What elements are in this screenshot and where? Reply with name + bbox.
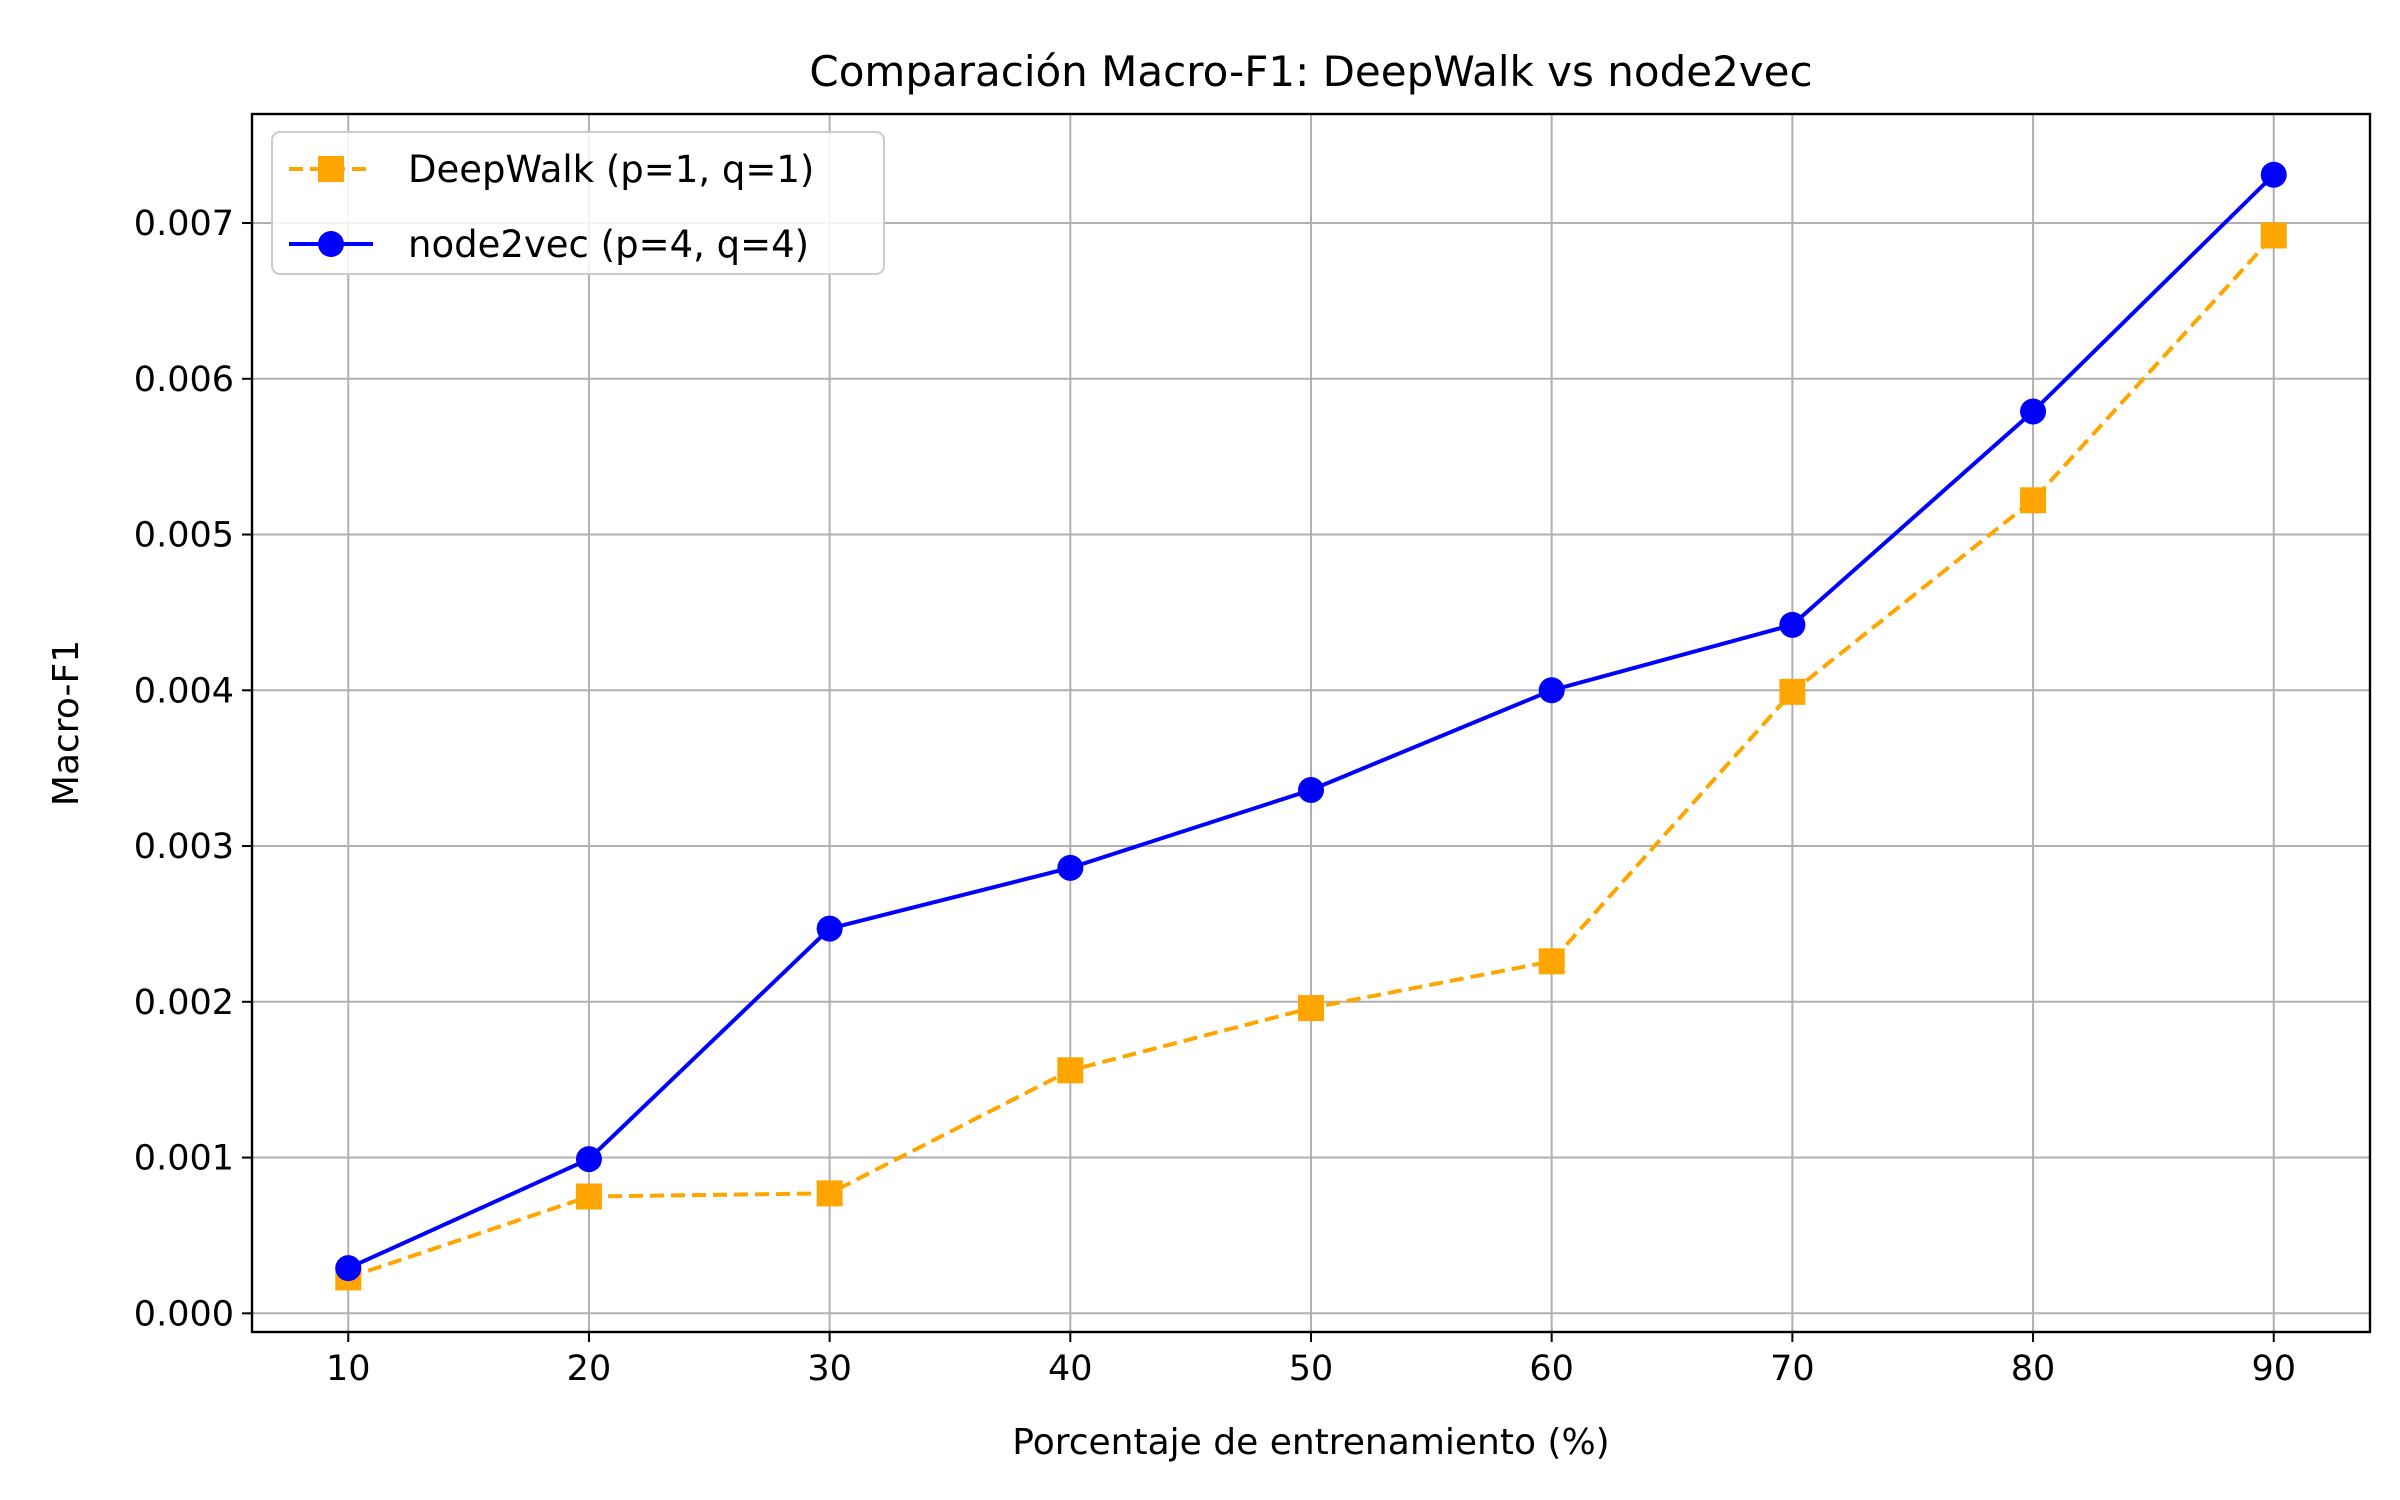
- data-point-circle: [2020, 398, 2047, 425]
- data-point-circle: [575, 1146, 602, 1173]
- data-point-square: [2020, 487, 2047, 514]
- y-tick-label: 0.004: [134, 671, 234, 711]
- x-tick-label: 60: [1529, 1349, 1574, 1389]
- x-tick-label: 10: [326, 1349, 371, 1389]
- x-tick-label: 50: [1289, 1349, 1334, 1389]
- x-tick-label: 70: [1770, 1349, 1815, 1389]
- y-tick-label: 0.000: [134, 1294, 234, 1334]
- data-point-circle: [2260, 161, 2287, 188]
- y-tick-label: 0.001: [134, 1139, 234, 1179]
- legend-box: [271, 131, 885, 275]
- data-point-square: [1298, 995, 1324, 1022]
- data-point-circle: [1779, 611, 1806, 638]
- data-point-square: [816, 1180, 843, 1207]
- x-tick-label: 80: [2011, 1349, 2056, 1389]
- x-tick-label: 90: [2251, 1349, 2296, 1389]
- x-tick-label: 40: [1048, 1349, 1093, 1389]
- data-point-circle: [335, 1255, 362, 1282]
- data-point-square: [1538, 948, 1565, 975]
- chart-title: Comparación Macro-F1: DeepWalk vs node2v…: [809, 47, 1812, 96]
- data-point-circle: [816, 915, 843, 942]
- legend-marker-square: [318, 156, 344, 182]
- legend: DeepWalk (p=1, q=1) node2vec (p=4, q=4): [271, 131, 885, 275]
- y-tick-label: 0.002: [134, 983, 234, 1023]
- x-tick-label: 30: [807, 1349, 852, 1389]
- legend-label-0: DeepWalk (p=1, q=1): [408, 148, 814, 191]
- y-tick-label: 0.003: [134, 827, 234, 867]
- y-tick-label: 0.006: [134, 360, 234, 400]
- ticks: 10 20 30 40 50 60 70 80 90 0.000 0.001 0.002 0.003 0.…: [134, 204, 2296, 1389]
- series-layer: [335, 161, 2287, 1291]
- data-point-square: [1057, 1057, 1084, 1084]
- y-tick-label: 0.005: [134, 516, 234, 556]
- y-tick-label: 0.007: [134, 204, 234, 244]
- y-axis-label: Macro-F1: [46, 640, 87, 806]
- data-point-circle: [1057, 854, 1084, 881]
- data-point-circle: [1538, 677, 1565, 704]
- data-point-square: [1779, 678, 1806, 705]
- legend-label-1: node2vec (p=4, q=4): [408, 223, 809, 266]
- grid: [252, 114, 2370, 1332]
- data-point-circle: [1298, 776, 1324, 803]
- legend-marker-circle: [318, 231, 344, 257]
- data-point-square: [2260, 222, 2287, 249]
- x-tick-label: 20: [567, 1349, 612, 1389]
- x-axis-label: Porcentaje de entrenamiento (%): [1012, 1422, 1609, 1463]
- data-point-square: [575, 1183, 602, 1210]
